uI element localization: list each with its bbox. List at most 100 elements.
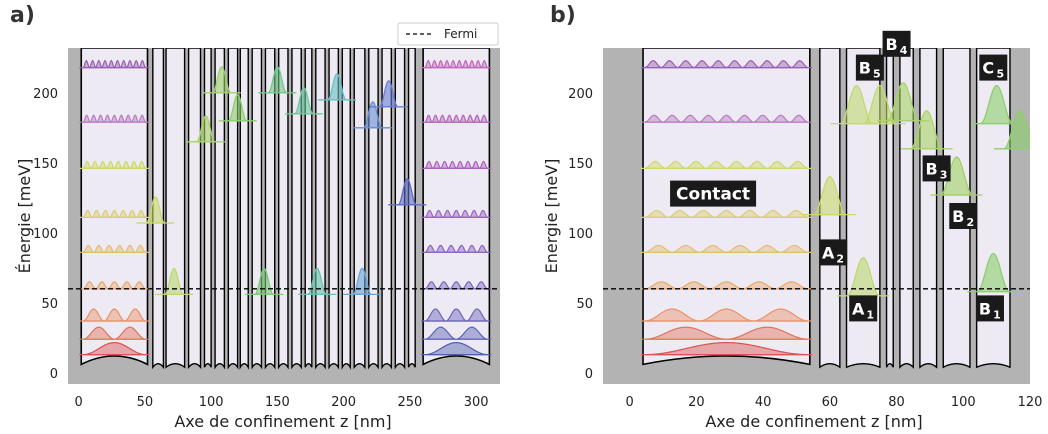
contact-right-well <box>422 48 491 366</box>
x-tick-label: 40 <box>755 395 772 410</box>
annotation-box <box>979 54 1008 81</box>
annotation-label: B <box>925 159 937 178</box>
legend-box <box>397 22 499 46</box>
well-state-wavefunction <box>164 267 184 296</box>
panel-label-a: a) <box>10 3 35 28</box>
quantum-well <box>291 48 302 370</box>
contact-left-level <box>81 114 147 124</box>
annotation-box <box>882 30 911 57</box>
contact-level <box>644 114 809 123</box>
well-state-wavefunction <box>910 110 943 150</box>
annotation-box <box>922 155 951 182</box>
quantum-well <box>899 48 914 369</box>
panel-a-plot: 0 50 100 150 200 250 300 0 50 100 150 200 <box>33 48 500 410</box>
y-tick-label: 150 <box>568 157 593 172</box>
well-state-wavefunction <box>327 73 347 101</box>
plot-area <box>603 48 1030 384</box>
quantum-well <box>251 48 263 370</box>
quantum-well <box>919 48 938 369</box>
y-tick-label: 0 <box>585 367 593 382</box>
x-tick-label: 100 <box>951 395 976 410</box>
y-tick-label: 150 <box>33 157 58 172</box>
quantum-well <box>239 48 249 370</box>
x-tick-label: 60 <box>822 395 839 410</box>
quantum-well <box>368 48 379 370</box>
well-state-wavefunction <box>254 267 274 296</box>
y-tick-label: 50 <box>576 297 593 312</box>
annotation-label: B <box>885 35 897 54</box>
annotation-label: A <box>822 243 835 262</box>
plot-area <box>68 48 500 384</box>
annotation-label: B <box>859 59 871 78</box>
legend-fermi-label: Fermi <box>444 27 477 41</box>
annotation-subscript: 2 <box>966 216 974 229</box>
annotation-label: B <box>979 299 991 318</box>
contact-right-level <box>425 308 488 322</box>
annotation-subscript: 4 <box>900 44 908 57</box>
y-tick-label: 100 <box>568 227 593 242</box>
contact-level <box>644 308 808 322</box>
quantum-well <box>328 48 340 370</box>
well-state-wavefunction <box>294 87 314 115</box>
well-state-wavefunction <box>307 267 327 296</box>
annotation-box <box>670 180 757 207</box>
well-state-wavefunction <box>813 175 847 216</box>
quantum-well <box>407 48 416 368</box>
annotation-box <box>975 295 1004 322</box>
annotation-subscript: 1 <box>993 308 1001 321</box>
x-tick-label: 100 <box>199 395 224 410</box>
annotation-label: A <box>852 299 865 318</box>
well-state-wavefunction <box>397 178 417 206</box>
annotation-box <box>855 54 884 81</box>
x-tick-label: 200 <box>331 395 356 410</box>
well-state-wavefunction <box>940 156 973 196</box>
x-tick-label: 80 <box>888 395 905 410</box>
quantum-well <box>277 48 289 370</box>
well-state-wavefunction <box>146 196 165 224</box>
annotation-box <box>819 239 848 266</box>
x-tick-label: 0 <box>74 395 82 410</box>
annotation-box <box>949 203 978 229</box>
contact-right-level <box>425 341 488 356</box>
y-tick-label: 200 <box>33 87 58 102</box>
quantum-well <box>227 48 239 370</box>
quantum-well <box>214 48 226 370</box>
contact-left-level <box>83 341 146 356</box>
contact-right-level <box>423 114 489 124</box>
y-tick-label: 50 <box>41 297 58 312</box>
contact-left-level <box>83 281 146 290</box>
annotation-label: B <box>952 207 964 226</box>
contact-level <box>645 341 808 356</box>
panel-label-b: b) <box>550 3 576 28</box>
contact-left-level <box>83 308 146 322</box>
well-state-wavefunction <box>212 66 231 94</box>
x-axis-label-a: Axe de confinement z [nm] <box>174 412 391 431</box>
annotation-subscript: 2 <box>836 252 844 265</box>
quantum-well <box>165 48 186 369</box>
annotation-subscript: 1 <box>866 308 874 321</box>
annotation-box <box>849 295 878 322</box>
legend: Fermi <box>397 22 499 46</box>
well-state-wavefunction <box>196 115 216 143</box>
contact-level <box>644 209 808 219</box>
quantum-well <box>304 48 313 368</box>
annotation-subscript: 5 <box>996 68 1004 81</box>
quantum-well <box>353 48 366 370</box>
x-tick-label: 250 <box>397 395 422 410</box>
y-tick-label: 0 <box>50 367 58 382</box>
quantum-well <box>315 48 326 370</box>
contact-left-level <box>81 209 148 219</box>
contact-right-level <box>424 281 488 290</box>
well-state-wavefunction <box>980 84 1013 125</box>
y-tick-label: 100 <box>33 227 58 242</box>
quantum-well <box>341 48 351 370</box>
well-state-wavefunction <box>268 66 287 94</box>
annotation-subscript: 5 <box>873 68 881 81</box>
y-axis-label-b: Energie [meV] <box>542 159 561 274</box>
quantum-well <box>203 48 212 368</box>
well-state-wavefunction <box>352 267 372 296</box>
well-state-wavefunction <box>379 80 398 108</box>
